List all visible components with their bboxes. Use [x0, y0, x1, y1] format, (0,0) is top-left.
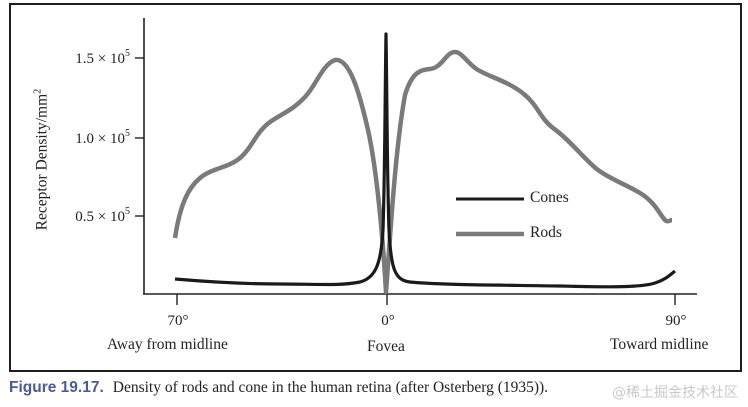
figure-number: Figure 19.17. — [9, 379, 104, 396]
x-desc-toward: Toward midline — [610, 336, 709, 353]
x-tick-label: 0° — [381, 313, 395, 329]
series-cones-line — [174, 32, 676, 289]
figure-frame — [9, 3, 742, 372]
legend-rods-label: Rods — [530, 224, 562, 241]
x-desc-fovea: Fovea — [367, 338, 405, 355]
y-axis-label: Receptor Density/mm2 — [32, 88, 51, 231]
x-tick-label: 90° — [665, 313, 687, 329]
figure-caption: Figure 19.17. Density of rods and cone in… — [9, 379, 548, 397]
watermark: @稀土掘金技术社区 — [612, 385, 738, 401]
caption-text: Density of rods and cone in the human re… — [112, 379, 549, 396]
y-tick-label: 1.5 × 105 — [75, 48, 130, 67]
x-desc-away: Away from midline — [107, 336, 228, 353]
y-tick-label: 1.0 × 105 — [75, 128, 130, 147]
series-rods-line — [172, 49, 673, 295]
legend-cones-label: Cones — [530, 189, 569, 206]
x-tick-label: 70° — [167, 313, 189, 329]
y-tick-label: 0.5 × 105 — [75, 206, 130, 225]
